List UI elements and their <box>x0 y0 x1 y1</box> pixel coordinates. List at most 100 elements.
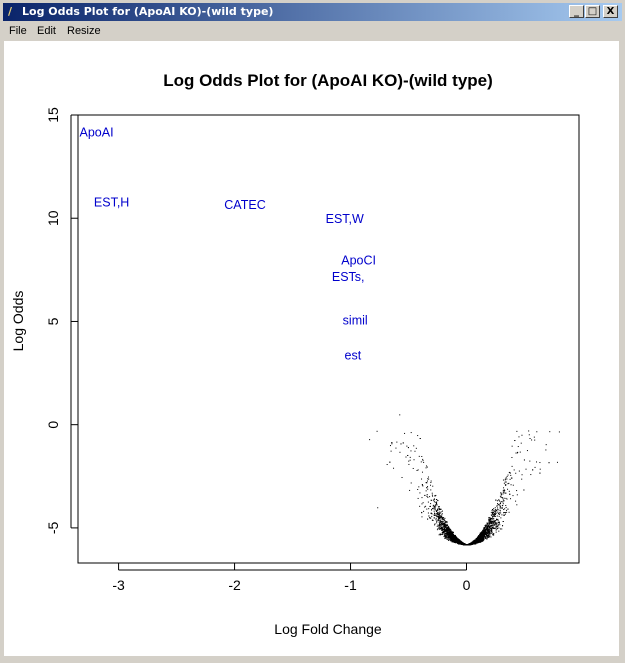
data-point <box>432 505 434 507</box>
data-point <box>488 532 490 534</box>
data-point <box>506 509 508 511</box>
data-point <box>488 535 490 537</box>
data-point <box>494 510 496 512</box>
data-point <box>432 495 434 497</box>
data-point <box>487 528 489 530</box>
data-point <box>433 500 435 502</box>
data-point <box>453 535 455 537</box>
data-point <box>439 527 441 529</box>
data-point <box>427 518 429 520</box>
data-point <box>494 515 496 517</box>
data-point <box>446 529 448 531</box>
data-point <box>484 532 486 534</box>
data-point <box>481 532 483 534</box>
data-point <box>530 474 532 476</box>
close-button[interactable]: X <box>603 5 618 18</box>
data-point <box>451 536 453 538</box>
data-point <box>446 534 448 536</box>
data-point <box>442 517 444 519</box>
maximize-button[interactable]: □ <box>585 5 600 18</box>
data-point <box>445 530 447 532</box>
data-point <box>510 498 512 500</box>
data-point <box>496 524 498 526</box>
data-point <box>502 479 504 481</box>
data-point <box>452 533 454 535</box>
data-point <box>499 505 501 507</box>
data-point <box>437 513 439 515</box>
data-point <box>499 509 501 511</box>
data-point <box>495 511 497 513</box>
data-point <box>497 525 499 527</box>
data-point <box>483 528 485 530</box>
gene-label: simil <box>343 313 368 327</box>
data-point <box>496 518 498 520</box>
data-point <box>459 541 461 543</box>
data-point <box>489 517 491 519</box>
data-point <box>511 477 513 479</box>
data-point <box>449 536 451 538</box>
data-point <box>436 522 438 524</box>
data-point <box>506 478 508 480</box>
data-point <box>455 541 457 543</box>
data-point <box>492 534 494 536</box>
data-point <box>478 541 480 543</box>
data-point <box>549 431 551 433</box>
data-point <box>443 527 445 529</box>
data-point <box>517 451 519 453</box>
data-point <box>505 477 507 479</box>
data-point <box>441 515 443 517</box>
data-point <box>436 513 438 515</box>
data-point <box>482 540 484 542</box>
data-point <box>485 536 487 538</box>
data-point <box>446 531 448 533</box>
data-point <box>489 532 491 534</box>
data-point <box>482 532 484 534</box>
data-point <box>436 514 438 516</box>
data-point <box>490 528 492 530</box>
data-point <box>502 497 504 499</box>
data-point <box>454 535 456 537</box>
data-point <box>487 535 489 537</box>
data-point <box>492 520 494 522</box>
data-point <box>485 529 487 531</box>
data-point <box>440 520 442 522</box>
menu-edit[interactable]: Edit <box>37 25 56 37</box>
data-point <box>490 532 492 534</box>
data-point <box>447 534 449 536</box>
data-point <box>478 540 480 542</box>
data-point <box>489 527 491 529</box>
data-point <box>430 503 432 505</box>
data-point <box>435 509 437 511</box>
data-point <box>476 539 478 541</box>
data-point <box>436 504 438 506</box>
data-point <box>457 538 459 540</box>
data-point <box>473 542 475 544</box>
data-point <box>478 535 480 537</box>
data-point <box>512 495 514 497</box>
data-point <box>459 540 461 542</box>
data-point <box>444 523 446 525</box>
data-point <box>498 521 500 523</box>
data-point <box>429 505 431 507</box>
menu-resize[interactable]: Resize <box>67 25 101 37</box>
data-point <box>441 529 443 531</box>
data-point <box>454 538 456 540</box>
data-point <box>487 530 489 532</box>
data-point <box>516 504 518 506</box>
minimize-button[interactable]: _ <box>569 5 584 18</box>
data-point <box>446 522 448 524</box>
data-point <box>534 439 536 441</box>
data-point <box>451 532 453 534</box>
data-point <box>481 535 483 537</box>
menu-file[interactable]: File <box>9 25 27 37</box>
data-point <box>417 469 419 471</box>
data-point <box>417 435 419 437</box>
data-point <box>432 519 434 521</box>
data-point <box>445 535 447 537</box>
data-point <box>454 541 456 543</box>
data-point <box>500 493 502 495</box>
data-point <box>444 520 446 522</box>
data-point <box>450 538 452 540</box>
data-point <box>488 533 490 535</box>
data-point <box>499 503 501 505</box>
